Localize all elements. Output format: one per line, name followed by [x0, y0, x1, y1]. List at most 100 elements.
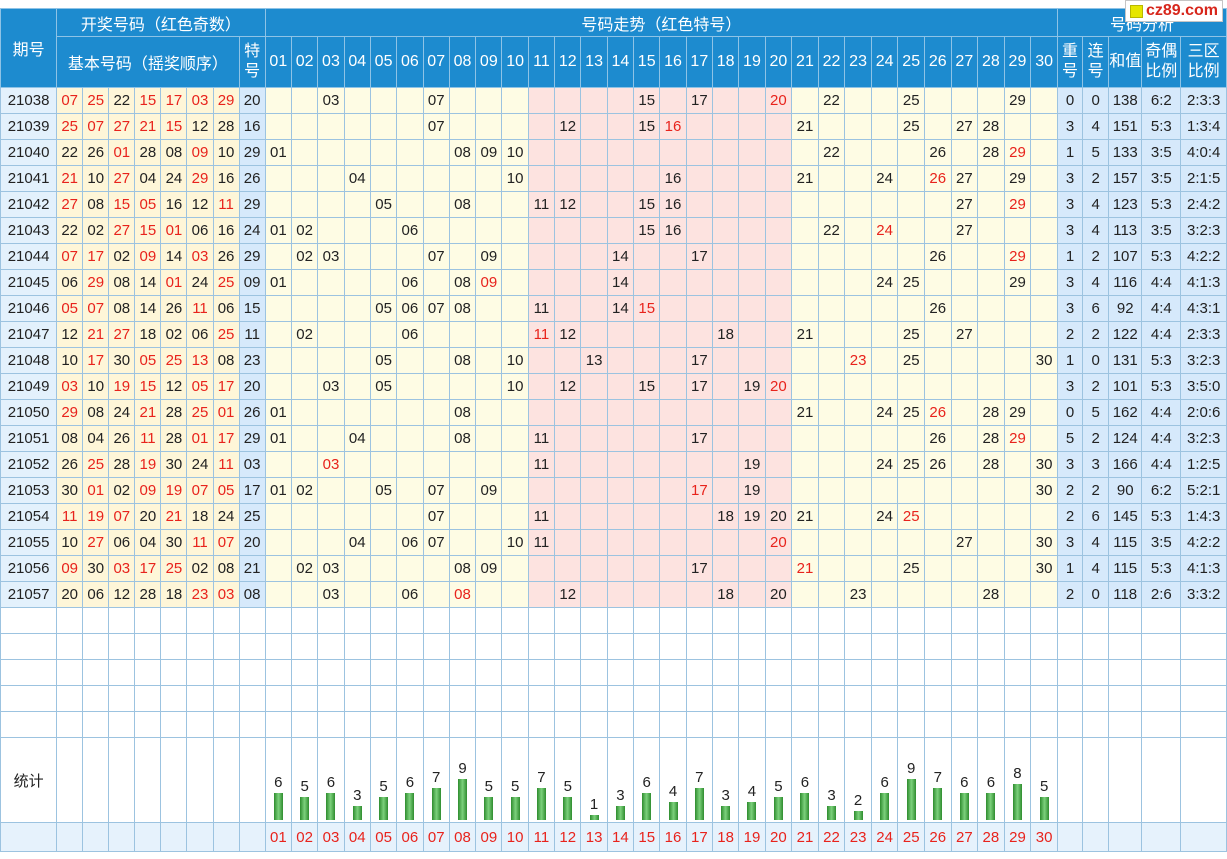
stats-bar-label: 6 — [274, 774, 283, 791]
header-row-bottom: 基本号码（摇奖顺序） 特号 01 02 03 04 05 06 07 08 09 10 11 12 13… — [1, 36, 1227, 88]
number-header-21: 21 — [791, 36, 819, 88]
empty-cell — [1180, 633, 1227, 660]
trend-cell: 18 — [711, 581, 740, 608]
trend-cell — [950, 451, 979, 478]
empty-cell — [738, 633, 766, 660]
stats-bar — [458, 779, 468, 820]
basic-number-cell: 17 — [82, 347, 110, 374]
basic-number-cell: 19 — [134, 451, 162, 478]
trend-cell — [264, 555, 292, 582]
special-header: 特号 — [238, 36, 266, 88]
basic-number-cell: 24 — [186, 451, 214, 478]
footer-number-cell: 26 — [923, 822, 952, 852]
trend-cell — [501, 451, 529, 478]
trend-cell — [844, 87, 872, 114]
header-row-top: 期号 开奖号码（红色奇数） 号码走势（红色特号） 号码分析 — [0, 8, 1227, 88]
trend-cell — [369, 165, 398, 192]
empty-cell — [212, 685, 240, 712]
trend-cell — [633, 425, 661, 452]
trend-cell: 06 — [396, 217, 424, 244]
basic-number-cell: 24 — [186, 269, 214, 296]
trend-cell — [685, 581, 713, 608]
empty-cell — [791, 633, 819, 660]
basic-number-cell: 30 — [160, 451, 188, 478]
trend-cell — [764, 165, 793, 192]
period-cell: 21039 — [0, 113, 58, 140]
trend-cell: 26 — [923, 399, 952, 426]
trend-cell: 15 — [633, 217, 661, 244]
trend-cell — [659, 139, 687, 166]
trend-cell: 16 — [659, 165, 687, 192]
trend-cell — [396, 373, 424, 400]
basic-number-cell: 20 — [56, 581, 84, 608]
zone-ratio-cell: 2:1:5 — [1180, 165, 1227, 192]
trend-cell: 07 — [422, 529, 450, 556]
trend-cell — [527, 165, 556, 192]
trend-cell — [659, 295, 687, 322]
basic-number-cell: 01 — [212, 399, 240, 426]
empty-cell — [264, 711, 292, 738]
stats-bar-wrap: 5 — [503, 739, 527, 822]
trend-cell — [501, 555, 529, 582]
empty-cell — [134, 659, 162, 686]
trend-cell: 20 — [764, 87, 793, 114]
trend-cell — [659, 347, 687, 374]
trend-cell — [580, 269, 608, 296]
trend-cell — [764, 191, 793, 218]
trend-cell: 07 — [422, 87, 450, 114]
empty-cell — [870, 711, 899, 738]
basic-number-cell: 22 — [56, 217, 84, 244]
trend-cell: 10 — [501, 165, 529, 192]
consecutive-count-cell: 6 — [1082, 503, 1110, 530]
stats-bar — [1039, 797, 1049, 820]
trend-cell — [580, 113, 608, 140]
trend-cell — [475, 581, 503, 608]
trend-cell — [950, 87, 979, 114]
trend-cell — [606, 165, 635, 192]
basic-number-cell: 07 — [82, 295, 110, 322]
trend-cell — [317, 113, 345, 140]
empty-cell — [738, 685, 766, 712]
trend-cell: 21 — [791, 399, 819, 426]
trend-cell: 30 — [1030, 451, 1059, 478]
trend-cell — [317, 165, 345, 192]
footer-number-cell: 06 — [396, 822, 424, 852]
empty-cell — [764, 607, 793, 634]
stats-bar-wrap: 7 — [424, 739, 448, 822]
stats-bar-label: 7 — [537, 769, 546, 786]
trend-cell — [317, 347, 345, 374]
trend-cell — [738, 581, 766, 608]
trend-cell: 08 — [448, 295, 477, 322]
empty-cell — [738, 659, 766, 686]
stats-bar-cell: 4 — [659, 737, 687, 823]
empty-cell — [160, 659, 188, 686]
trend-cell: 02 — [290, 243, 319, 270]
repeat-header: 重号 — [1057, 36, 1084, 88]
empty-cell — [134, 711, 162, 738]
trend-cell — [475, 113, 503, 140]
empty-cell — [554, 685, 582, 712]
trend-cell — [870, 477, 899, 504]
trend-cell: 17 — [685, 243, 713, 270]
empty-cell — [1180, 711, 1227, 738]
trend-cell: 27 — [950, 321, 979, 348]
trend-cell — [897, 477, 925, 504]
footer-number-cell: 16 — [659, 822, 687, 852]
trend-cell: 09 — [475, 269, 503, 296]
zone-ratio-cell: 2:0:6 — [1180, 399, 1227, 426]
zone-ratio-cell: 4:2:2 — [1180, 529, 1227, 556]
basic-number-cell: 17 — [160, 87, 188, 114]
consecutive-count-cell: 4 — [1082, 191, 1110, 218]
footer-empty-cell — [1082, 822, 1110, 852]
empty-cell — [212, 659, 240, 686]
trend-cell: 20 — [764, 503, 793, 530]
trend-cell: 04 — [343, 529, 371, 556]
empty-cell — [764, 685, 793, 712]
site-logo[interactable]: cz89.com — [1124, 0, 1223, 22]
repeat-count-cell: 3 — [1057, 165, 1084, 192]
empty-cell — [82, 659, 110, 686]
empty-cell — [817, 711, 846, 738]
footer-number-cell: 10 — [501, 822, 529, 852]
trend-cell — [791, 295, 819, 322]
trend-cell — [870, 373, 899, 400]
